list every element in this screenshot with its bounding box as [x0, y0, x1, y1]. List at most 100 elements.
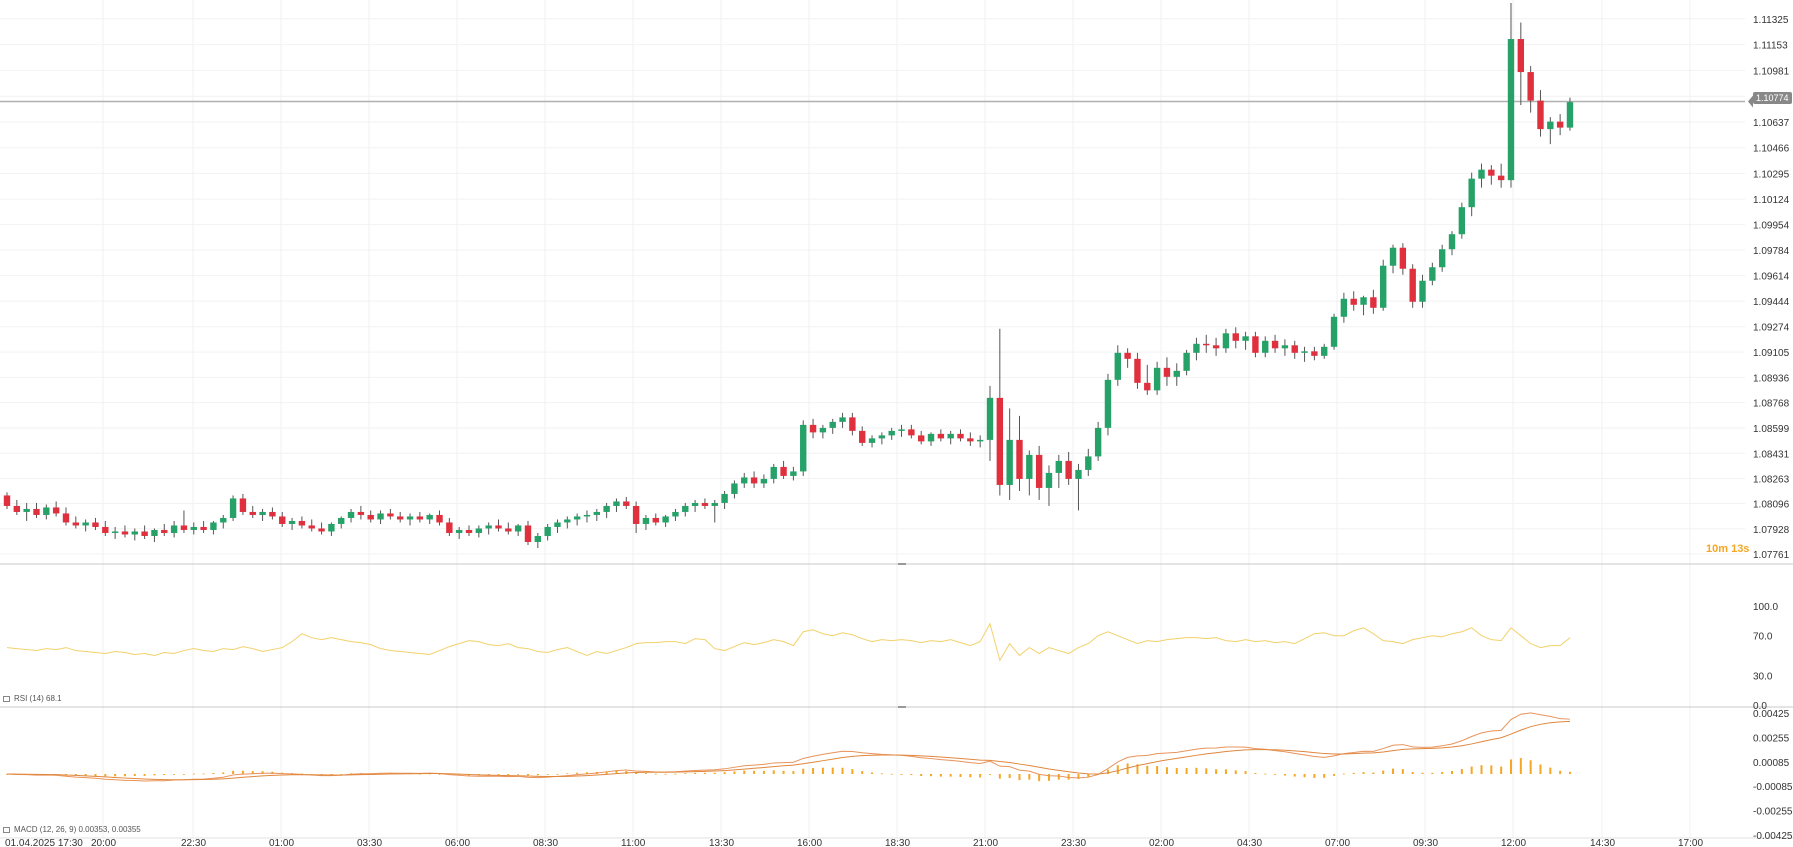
macd-histogram-bar	[1224, 769, 1227, 774]
macd-histogram-bar	[949, 774, 952, 777]
candle-body	[367, 514, 374, 520]
candle-body	[1556, 121, 1564, 128]
macd-histogram-bar	[517, 774, 520, 775]
macd-histogram-bar	[615, 770, 618, 774]
macd-tick-label: 0.00425	[1753, 709, 1790, 720]
time-tick-label: 14:30	[1590, 838, 1615, 847]
macd-histogram-bar	[330, 774, 333, 775]
candle-body	[1301, 351, 1308, 353]
price-tick-label: 1.10981	[1753, 66, 1790, 77]
macd-histogram-bar	[762, 770, 765, 774]
candle-body	[947, 433, 954, 439]
macd-histogram-bar	[782, 770, 785, 774]
candle-body	[976, 439, 984, 442]
macd-histogram-bar	[664, 773, 667, 775]
candle-body	[1478, 169, 1485, 179]
macd-histogram-bar	[1313, 774, 1316, 778]
indicator-settings-icon[interactable]	[3, 826, 10, 833]
candle-body	[1075, 469, 1082, 479]
macd-histogram-bar	[1195, 767, 1198, 774]
macd-histogram-bar	[1175, 768, 1178, 774]
candle-body	[1497, 175, 1505, 181]
time-tick-label: 12:00	[1501, 838, 1526, 847]
macd-histogram-bar	[1352, 772, 1355, 774]
macd-legend[interactable]: MACD (12, 26, 9) 0.00353, 0.00355	[3, 825, 141, 834]
candle-body	[829, 421, 836, 428]
candle-body	[652, 517, 659, 523]
price-tick-label: 1.10466	[1753, 144, 1790, 155]
candle-body	[308, 525, 315, 529]
macd-histogram-bar	[497, 774, 500, 775]
macd-histogram-bar	[320, 774, 323, 775]
macd-histogram-bar	[261, 771, 264, 774]
candle-body	[1035, 454, 1043, 488]
candle-body	[1380, 265, 1387, 308]
candle-body	[1527, 72, 1534, 101]
candle-body	[406, 516, 414, 520]
macd-tick-label: -0.00425	[1753, 831, 1793, 842]
macd-histogram-bar	[114, 774, 117, 777]
candle-body	[1271, 340, 1279, 349]
candle-body	[318, 528, 325, 532]
macd-histogram-bar	[94, 774, 97, 776]
macd-histogram-bar	[1234, 770, 1237, 774]
macd-histogram-bar	[212, 773, 215, 774]
candle-body	[33, 508, 40, 515]
macd-histogram-bar	[1333, 774, 1336, 776]
candle-body	[259, 511, 266, 515]
candle-body	[1547, 121, 1554, 130]
candle-body	[180, 525, 188, 530]
candle-body	[1203, 343, 1210, 346]
panel-resize-handle	[898, 563, 906, 565]
macd-histogram-bar	[222, 772, 225, 774]
macd-histogram-bar	[920, 774, 923, 776]
macd-histogram-bar	[1431, 772, 1434, 774]
candle-body	[859, 430, 866, 443]
macd-histogram-bar	[1185, 767, 1188, 774]
macd-histogram-bar	[1254, 772, 1257, 774]
candle-body	[534, 535, 542, 542]
indicator-settings-icon[interactable]	[3, 695, 10, 702]
macd-histogram-bar	[1568, 771, 1571, 774]
macd-histogram-bar	[998, 774, 1001, 779]
rsi-legend[interactable]: RSI (14) 68.1	[3, 694, 62, 703]
macd-histogram-bar	[979, 774, 982, 778]
candle-body	[249, 511, 256, 515]
macd-histogram-bar	[133, 774, 136, 776]
price-tick-label: 1.08936	[1753, 373, 1790, 384]
candle-body	[131, 531, 138, 535]
time-tick-label: 01.04.2025 17:30	[5, 838, 83, 847]
candle-body	[1488, 169, 1495, 176]
macd-histogram-bar	[1451, 770, 1454, 774]
rsi-tick-label: 100.0	[1753, 602, 1778, 613]
time-tick-label: 09:30	[1413, 838, 1438, 847]
candle-body	[1262, 340, 1269, 353]
candle-body	[1340, 298, 1348, 317]
macd-histogram-bar	[1136, 764, 1139, 774]
candle-body	[328, 523, 335, 532]
candle-body	[750, 477, 758, 484]
macd-histogram-bar	[890, 773, 893, 775]
candle-body	[416, 516, 424, 520]
macd-histogram-bar	[969, 774, 972, 778]
candle-body	[1242, 336, 1249, 341]
candle-body	[43, 507, 50, 515]
price-tick-label: 1.08599	[1753, 424, 1790, 435]
last-price-arrow	[1748, 95, 1753, 108]
macd-histogram-bar	[1244, 771, 1247, 774]
macd-histogram-bar	[585, 772, 588, 774]
candle-body	[1163, 367, 1171, 377]
macd-histogram-bar	[723, 772, 726, 774]
price-tick-label: 1.09444	[1753, 297, 1790, 308]
candle-body	[1153, 367, 1161, 391]
candle-body	[721, 493, 728, 503]
macd-histogram-bar	[556, 773, 559, 775]
macd-histogram-bar	[959, 774, 962, 777]
macd-histogram-bar	[1323, 774, 1326, 778]
macd-histogram-bar	[1126, 763, 1129, 774]
candle-body	[514, 525, 522, 532]
candle-body	[741, 477, 748, 484]
macd-histogram-bar	[104, 774, 107, 777]
candle-body	[62, 513, 70, 523]
